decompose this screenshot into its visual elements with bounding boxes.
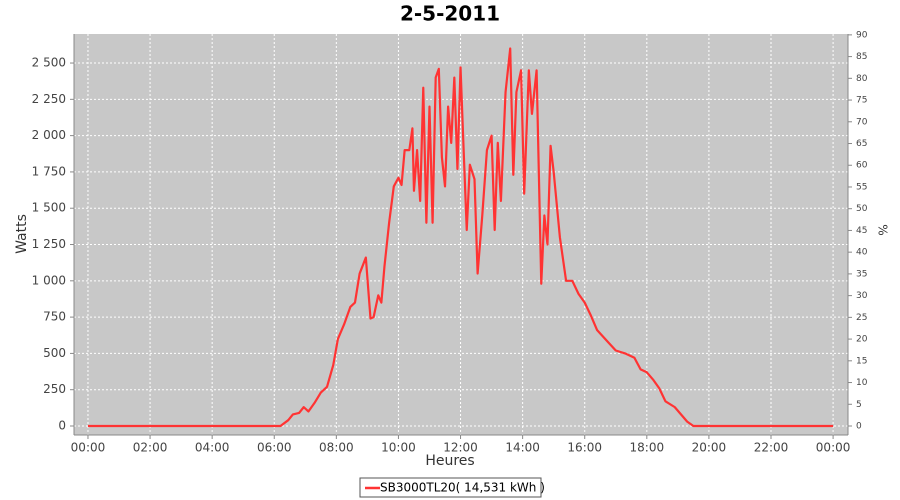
x-tick-label: 08:00: [319, 441, 354, 455]
x-tick-label: 16:00: [567, 441, 602, 455]
y2-tick-label: 45: [856, 226, 867, 236]
y2-tick-label: 85: [856, 52, 867, 62]
y-tick-label: 0: [58, 418, 66, 432]
y2-tick-label: 40: [856, 248, 868, 258]
x-tick-label: 22:00: [754, 441, 789, 455]
line: [87, 47, 834, 428]
x-tick-label: 10:00: [381, 441, 416, 455]
y2-tick-label: 5: [856, 400, 862, 410]
y2-tick-label: 20: [856, 335, 868, 345]
y2-tick-label: 65: [856, 139, 867, 149]
x-axis-label: Heures: [425, 453, 474, 469]
x-tick-label: 18:00: [630, 441, 665, 455]
legend-label: SB3000TL20( 14,531 kWh ): [380, 481, 545, 495]
y-tick-label: 1 000: [32, 273, 66, 287]
x-tick-label: 00:00: [816, 441, 851, 455]
x-tick-label: 06:00: [257, 441, 292, 455]
y-tick-label: 500: [43, 346, 66, 360]
y2-tick-label: 55: [856, 182, 867, 192]
x-tick-label: 20:00: [692, 441, 727, 455]
y-tick-label: 2 000: [32, 128, 66, 142]
y-tick-label: 1 750: [32, 164, 66, 178]
x-tick-label: 02:00: [133, 441, 168, 455]
y2-tick-label: 10: [856, 378, 868, 388]
y2-tick-label: 25: [856, 313, 867, 323]
y-tick-label: 1 500: [32, 201, 66, 215]
y2-tick-label: 70: [856, 117, 868, 127]
legend: [359, 477, 542, 498]
y-axis-label: Watts: [14, 214, 30, 254]
y2-tick-label: 15: [856, 356, 867, 366]
chart-title: 2-5-2011: [400, 2, 500, 26]
y2-tick-label: 75: [856, 96, 867, 106]
y-tick-label: 250: [43, 382, 66, 396]
x-tick-label: 04:00: [195, 441, 230, 455]
x-tick-label: 14:00: [505, 441, 540, 455]
y-tick-label: 2 500: [32, 56, 66, 70]
y2-tick-label: 60: [856, 161, 868, 171]
y2-tick-label: 80: [856, 74, 868, 84]
y2-tick-label: 90: [856, 30, 868, 40]
y2-tick-label: 50: [856, 204, 868, 214]
y2-tick-label: 35: [856, 269, 867, 279]
y-tick-label: 2 250: [32, 92, 66, 106]
y-tick-label: 750: [43, 310, 66, 324]
y-tick-label: 1 250: [32, 237, 66, 251]
x-tick-label: 12:00: [443, 441, 478, 455]
x-tick-label: 00:00: [71, 441, 106, 455]
y2-tick-label: 30: [856, 291, 868, 301]
y2-tick-label: 0: [856, 422, 862, 432]
y2-axis-label: %: [876, 224, 890, 235]
